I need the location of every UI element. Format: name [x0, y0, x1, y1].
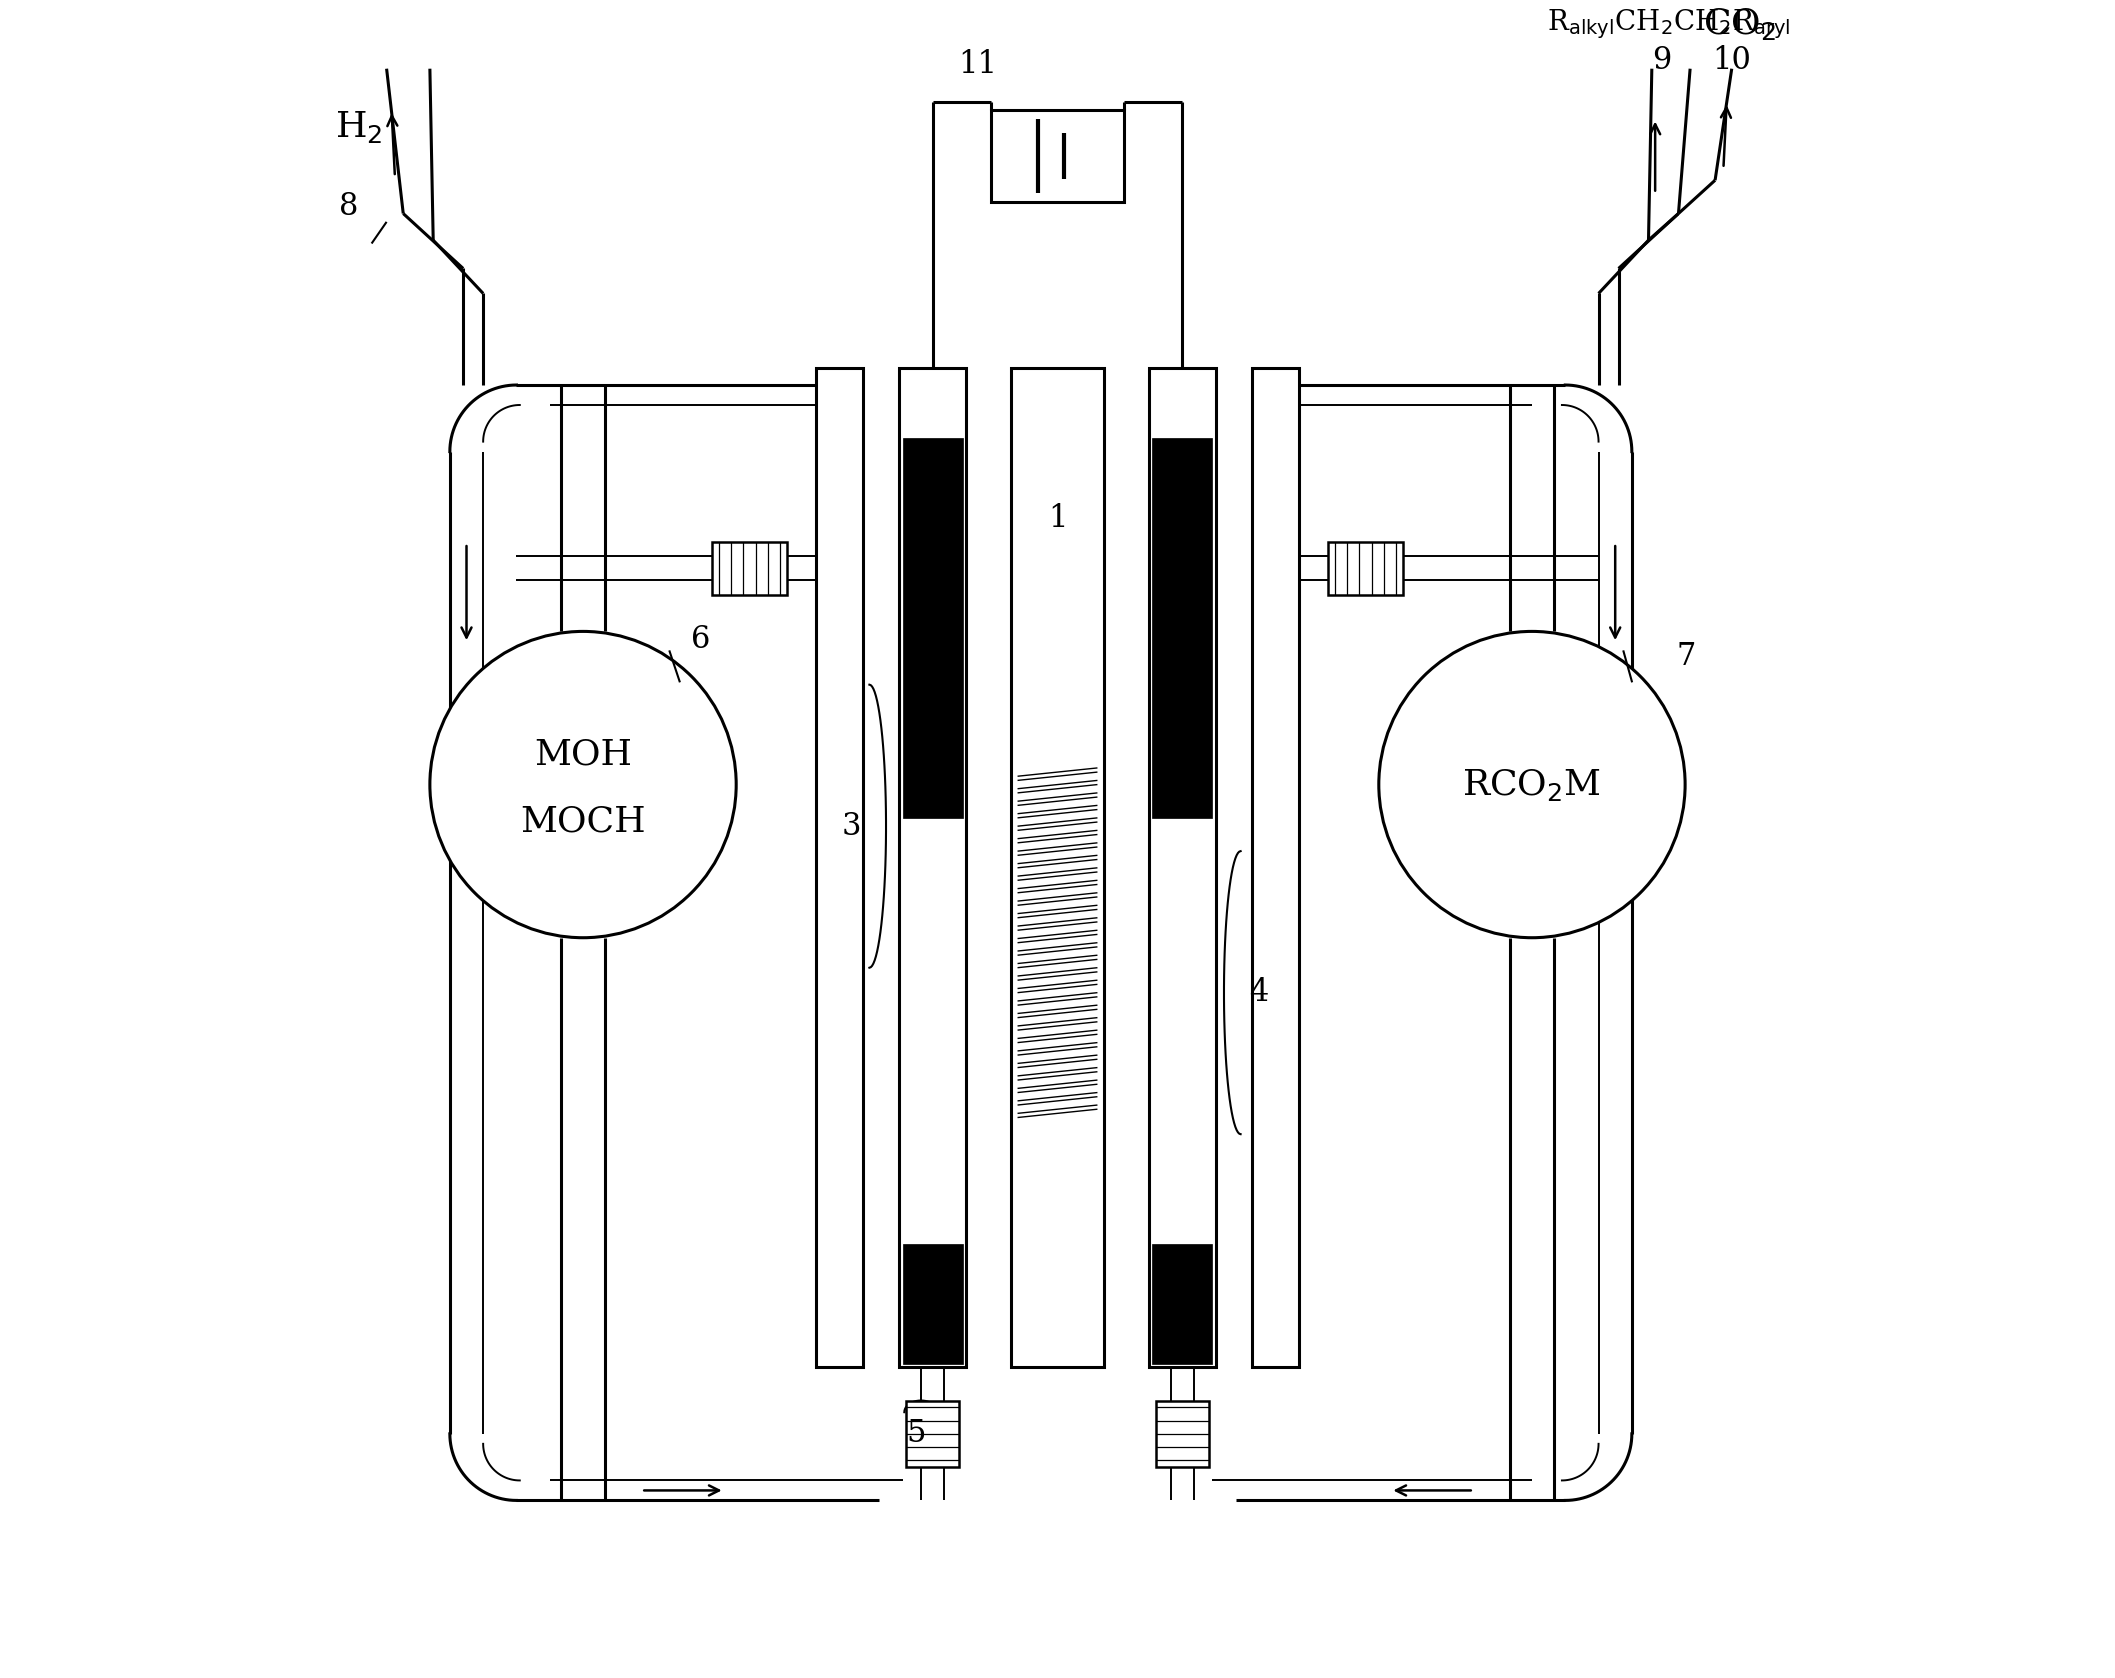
Text: CO$_2$: CO$_2$ [1703, 5, 1777, 42]
Text: 10: 10 [1713, 45, 1751, 76]
Text: R$_{\mathrm{alkyl}}$CH$_2$CH$_2$R$_{\mathrm{aryl}}$: R$_{\mathrm{alkyl}}$CH$_2$CH$_2$R$_{\mat… [1546, 7, 1789, 40]
Text: 1: 1 [1047, 503, 1068, 534]
Bar [1252, 369, 1299, 1368]
Bar [1328, 542, 1402, 594]
Bar [1153, 1243, 1212, 1364]
Bar [713, 542, 787, 594]
Bar [1011, 369, 1104, 1368]
Bar [1153, 438, 1212, 817]
Bar [903, 1243, 962, 1364]
Text: 5: 5 [905, 1418, 926, 1450]
Text: 11: 11 [958, 49, 996, 81]
Bar [1148, 369, 1216, 1368]
Circle shape [429, 631, 736, 938]
Text: 4: 4 [1250, 977, 1269, 1008]
Bar [899, 369, 967, 1368]
Text: 9: 9 [1652, 45, 1671, 76]
Circle shape [1379, 631, 1686, 938]
Text: MOCH: MOCH [520, 804, 645, 839]
Bar [816, 369, 863, 1368]
Bar [903, 438, 962, 817]
Text: 3: 3 [842, 810, 861, 842]
Text: RCO$_2$M: RCO$_2$M [1461, 767, 1601, 802]
Text: MOH: MOH [533, 738, 632, 772]
Bar [905, 1401, 960, 1467]
Text: 7: 7 [1677, 641, 1696, 671]
Text: H$_2$: H$_2$ [334, 109, 383, 144]
Text: 6: 6 [692, 624, 711, 654]
Bar [1155, 1401, 1210, 1467]
Text: 8: 8 [338, 191, 357, 223]
Text: 2: 2 [922, 503, 943, 534]
Bar [992, 111, 1123, 201]
